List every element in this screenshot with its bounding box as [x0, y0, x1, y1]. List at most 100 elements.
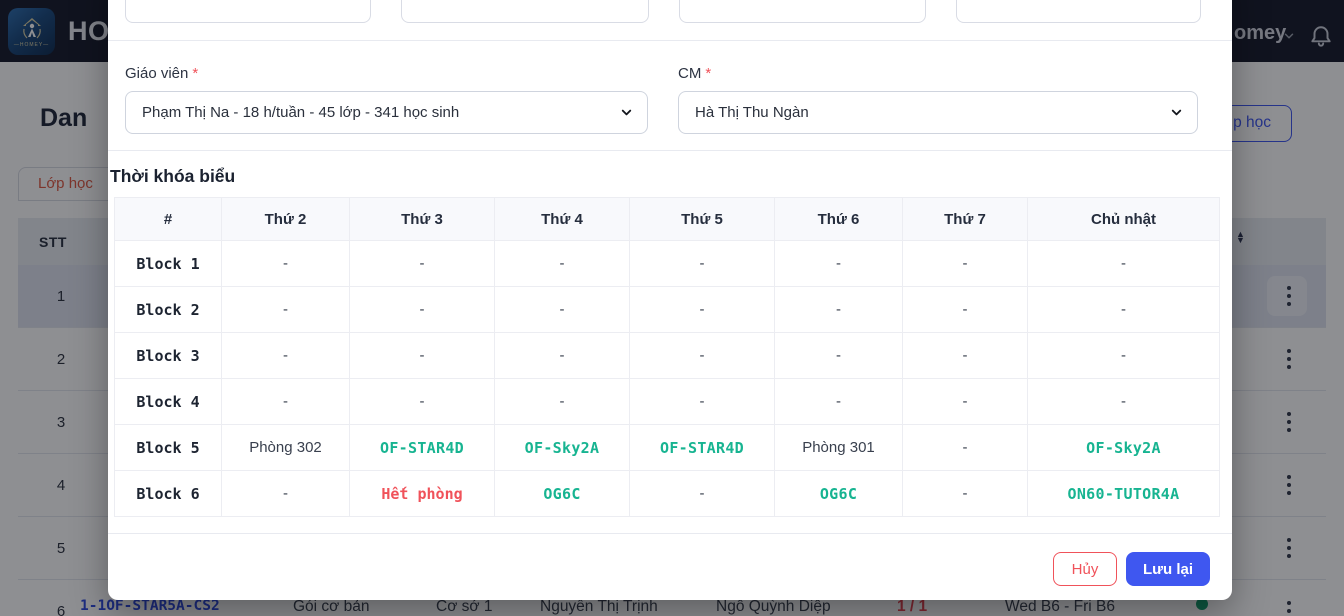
kebab-menu-icon[interactable] — [1281, 406, 1297, 438]
schedule-cell: Phòng 301 — [774, 424, 903, 471]
schedule-table: # Thứ 2 Thứ 3 Thứ 4 Thứ 5 Thứ 6 Thứ 7 Chủ nhật … — [114, 197, 1220, 517]
schedule-cell: - — [221, 240, 350, 287]
schedule-cell: ON60-TUTOR4A — [1027, 470, 1220, 517]
schedule-cell: - — [902, 240, 1028, 287]
schedule-cell: - — [902, 332, 1028, 379]
required-asterisk: * — [192, 65, 199, 82]
schedule-cell: - — [1027, 378, 1220, 425]
schedule-cell: - — [494, 286, 630, 333]
schedule-col-header: Thứ 6 — [774, 197, 903, 241]
schedule-cell: - — [494, 332, 630, 379]
schedule-row: Block 3------- — [114, 332, 1220, 379]
cm-select[interactable]: Hà Thị Thu Ngàn — [678, 91, 1198, 134]
schedule-cell: - — [774, 286, 903, 333]
class-edit-modal: Giáo viên * CM * Phạm Thị Na - 18 h/tuần -… — [108, 0, 1232, 600]
chevron-down-icon — [1171, 109, 1182, 116]
schedule-cell: - — [629, 240, 775, 287]
schedule-cell: - — [774, 378, 903, 425]
stt-column-header: STT — [39, 233, 67, 250]
section-divider — [108, 40, 1232, 41]
kebab-menu-icon[interactable] — [1281, 532, 1297, 564]
footer-divider — [108, 533, 1232, 534]
user-menu[interactable]: omey — [1234, 22, 1287, 44]
cancel-button[interactable]: Hủy — [1053, 552, 1117, 586]
schedule-col-header: Thứ 2 — [221, 197, 350, 241]
schedule-cell: - — [349, 332, 495, 379]
schedule-cell: - — [629, 286, 775, 333]
schedule-cell: OF-Sky2A — [1027, 424, 1220, 471]
teacher-label: Giáo viên * — [125, 65, 199, 82]
schedule-cell: - — [349, 240, 495, 287]
schedule-cell: - — [221, 470, 350, 517]
schedule-col-header: # — [114, 197, 222, 241]
schedule-heading: Thời khóa biểu — [110, 166, 236, 186]
form-input-3[interactable] — [679, 0, 926, 23]
schedule-col-header: Thứ 5 — [629, 197, 775, 241]
teacher-select-value: Phạm Thị Na - 18 h/tuần - 45 lớp - 341 h… — [142, 104, 460, 121]
schedule-cell: - — [902, 378, 1028, 425]
ratio-cell: 1 / 1 — [897, 598, 928, 615]
row-number: 3 — [56, 413, 66, 431]
schedule-cell: Wed B6 - Fri B6 — [1005, 598, 1115, 615]
block-label: Block 1 — [114, 240, 222, 287]
table-row[interactable]: 6 — [18, 580, 1326, 616]
schedule-cell: - — [349, 378, 495, 425]
chevron-down-icon — [621, 109, 632, 116]
schedule-cell: OF-Sky2A — [494, 424, 630, 471]
schedule-row: Block 1------- — [114, 240, 1220, 287]
form-input-4[interactable] — [956, 0, 1201, 23]
logo-text: —HOMEY— — [13, 42, 50, 48]
form-input-2[interactable] — [401, 0, 649, 23]
save-button[interactable]: Lưu lại — [1126, 552, 1210, 586]
schedule-cell: Phòng 302 — [221, 424, 350, 471]
chevron-down-icon[interactable] — [1282, 29, 1296, 48]
cm-select-value: Hà Thị Thu Ngàn — [695, 104, 809, 121]
bell-icon[interactable] — [1308, 24, 1334, 55]
schedule-col-header: Chủ nhật — [1027, 197, 1220, 241]
block-label: Block 6 — [114, 470, 222, 517]
cm-label: CM * — [678, 65, 712, 82]
schedule-col-header: Thứ 7 — [902, 197, 1028, 241]
table-row: 1-1OF-STAR5A-CS2 Gói cơ bản Cơ sở 1 Nguy… — [0, 598, 1344, 616]
sort-arrows-icon[interactable]: ▲ ▼ — [1236, 229, 1245, 245]
kebab-menu-icon[interactable] — [1281, 469, 1297, 501]
class-code-link[interactable]: 1-1OF-STAR5A-CS2 — [80, 598, 220, 614]
kebab-menu-icon[interactable] — [1281, 280, 1297, 312]
schedule-row: Block 2------- — [114, 286, 1220, 333]
schedule-cell: OG6C — [494, 470, 630, 517]
status-dot-icon — [1196, 598, 1208, 610]
block-label: Block 3 — [114, 332, 222, 379]
row-number: 6 — [56, 602, 66, 616]
row-number: 5 — [56, 539, 66, 557]
schedule-cell: - — [221, 286, 350, 333]
schedule-cell: Hết phòng — [349, 470, 495, 517]
required-asterisk: * — [705, 65, 712, 82]
schedule-cell: - — [221, 332, 350, 379]
homey-logo-icon[interactable]: —HOMEY— — [8, 8, 55, 55]
form-input-1[interactable] — [125, 0, 371, 23]
schedule-cell: - — [1027, 332, 1220, 379]
schedule-row: Block 4------- — [114, 378, 1220, 425]
brand-title: HO — [68, 16, 110, 46]
kebab-menu-icon[interactable] — [1281, 343, 1297, 375]
schedule-cell: - — [774, 240, 903, 287]
teacher-select[interactable]: Phạm Thị Na - 18 h/tuần - 45 lớp - 341 h… — [125, 91, 648, 134]
block-label: Block 4 — [114, 378, 222, 425]
cm-cell: Ngô Quỳnh Diệp — [716, 598, 831, 615]
schedule-cell: - — [1027, 286, 1220, 333]
schedule-row: Block 5 Phòng 302 OF-STAR4D OF-Sky2A OF-STAR… — [114, 424, 1220, 471]
schedule-cell: - — [494, 240, 630, 287]
schedule-cell: - — [902, 424, 1028, 471]
schedule-row: Block 6- Hết phòng OG6C - OG6C - ON60-TUTOR4A — [114, 470, 1220, 517]
schedule-cell: OF-STAR4D — [629, 424, 775, 471]
block-label: Block 5 — [114, 424, 222, 471]
kebab-menu-icon[interactable] — [1281, 595, 1297, 616]
package-cell: Gói cơ bản — [293, 598, 370, 615]
schedule-cell: - — [629, 332, 775, 379]
schedule-cell: - — [902, 286, 1028, 333]
schedule-cell: - — [349, 286, 495, 333]
schedule-cell: OG6C — [774, 470, 903, 517]
page-title: Dan — [40, 104, 88, 132]
block-label: Block 2 — [114, 286, 222, 333]
schedule-cell: - — [1027, 240, 1220, 287]
